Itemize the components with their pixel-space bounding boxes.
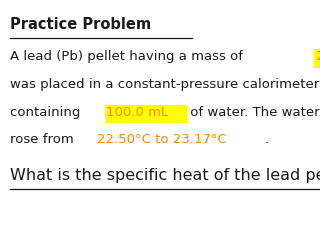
Text: was placed in a constant-pressure calorimeter: was placed in a constant-pressure calori… <box>10 78 319 91</box>
Bar <box>315 49 320 68</box>
Text: 22.50°C to 23.17°C: 22.50°C to 23.17°C <box>97 133 227 146</box>
Text: 100.0 mL: 100.0 mL <box>106 106 168 119</box>
Text: Practice Problem: Practice Problem <box>10 17 151 32</box>
Text: rose from: rose from <box>10 133 77 146</box>
Text: containing: containing <box>10 106 84 119</box>
Text: A lead (Pb) pellet having a mass of: A lead (Pb) pellet having a mass of <box>10 50 247 63</box>
Text: What is the specific heat of the lead pellet?: What is the specific heat of the lead pe… <box>10 168 320 183</box>
Bar <box>105 105 187 123</box>
Text: 26.47 g: 26.47 g <box>316 50 320 63</box>
Text: .: . <box>265 133 269 146</box>
Text: of water. The water temperature: of water. The water temperature <box>186 106 320 119</box>
